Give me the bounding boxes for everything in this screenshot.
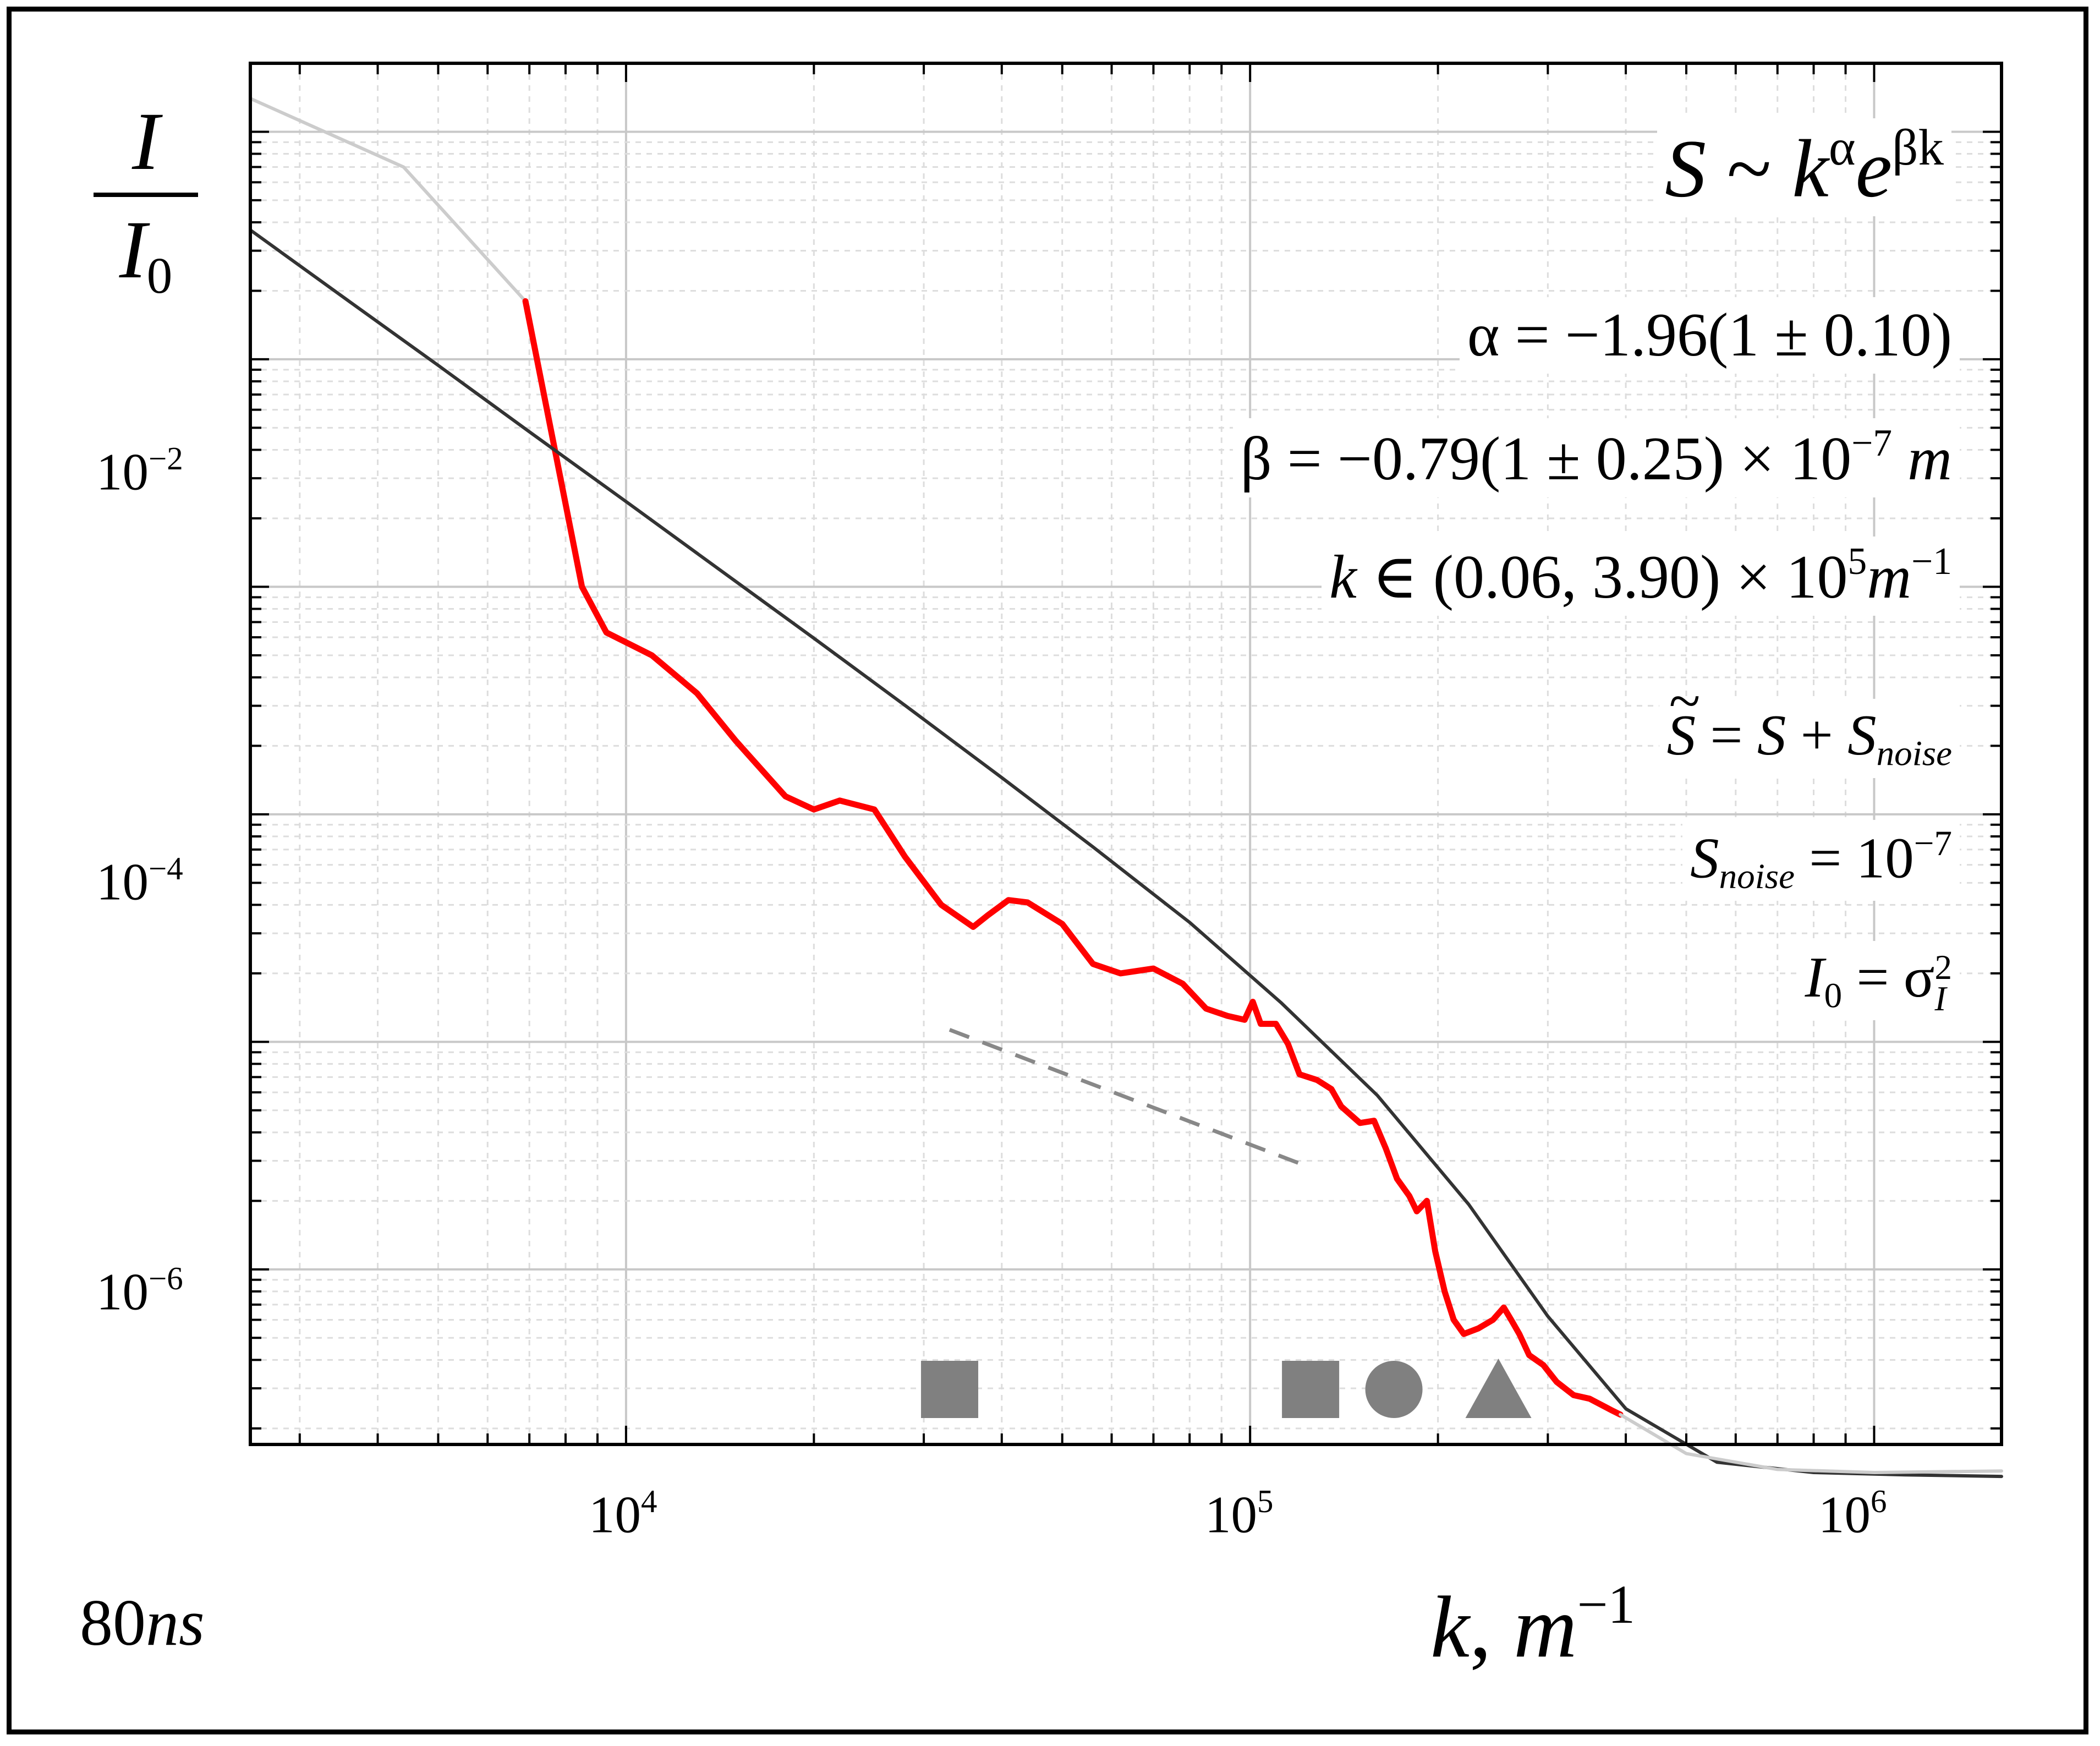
y-axis-label: I I0 [94, 96, 198, 304]
marker-triangle-3 [1465, 1359, 1532, 1418]
beta-annotation: β = −0.79(1 ± 0.25) × 10−7 m [1232, 418, 1960, 498]
time-label: 80ns [80, 1585, 205, 1661]
marker-square-0 [921, 1361, 979, 1418]
markers-layer [921, 1359, 1532, 1418]
x-axis-label-unit-exp: −1 [1577, 1575, 1636, 1635]
series-line-3 [1619, 1413, 2003, 1474]
y-tick-label-1e-4: 10−4 [96, 851, 183, 911]
y-axis-label-den-sub: 0 [146, 247, 173, 304]
time-label-unit: ns [146, 1586, 205, 1659]
time-label-value: 80 [80, 1586, 146, 1659]
series-line-0 [249, 97, 528, 303]
y-tick-label-1e-2: 10−2 [96, 441, 183, 501]
y-axis-label-den-var: I [119, 204, 147, 295]
plot-area-border [249, 62, 2003, 1446]
x-axis-label: k, m−1 [1430, 1575, 1636, 1676]
series-line-4 [948, 1028, 1312, 1170]
y-axis-label-fraction-bar [94, 193, 198, 197]
alpha-annotation: α = −1.96(1 ± 0.10) [1459, 297, 1960, 374]
x-axis-label-unit: m [1514, 1578, 1577, 1676]
marker-circle-2 [1365, 1361, 1423, 1418]
series-line-2 [249, 228, 2003, 1479]
series-line-1 [522, 298, 1624, 1418]
y-axis-label-denominator: I0 [94, 205, 198, 304]
x-tick-label-1e6: 106 [1818, 1484, 1887, 1544]
x-axis-label-var: k [1430, 1578, 1470, 1676]
y-axis-label-numerator: I [132, 96, 160, 187]
x-tick-label-1e5: 105 [1205, 1484, 1274, 1544]
stilde-annotation: S ~ = S + Snoise [1659, 669, 1960, 779]
y-tick-label-1e-6: 10−6 [96, 1261, 183, 1321]
k-range-annotation: k ∈ (0.06, 3.90) × 105m−1 [1322, 537, 1960, 616]
tick-marks [250, 62, 2002, 1444]
snoise-annotation: Snoise = 10−7 [1682, 820, 1960, 901]
model-formula: S ~ kαeβk [1657, 118, 1951, 216]
series-layer [249, 97, 2003, 1479]
x-tick-label-1e4: 104 [589, 1484, 657, 1544]
marker-square-1 [1282, 1361, 1340, 1418]
